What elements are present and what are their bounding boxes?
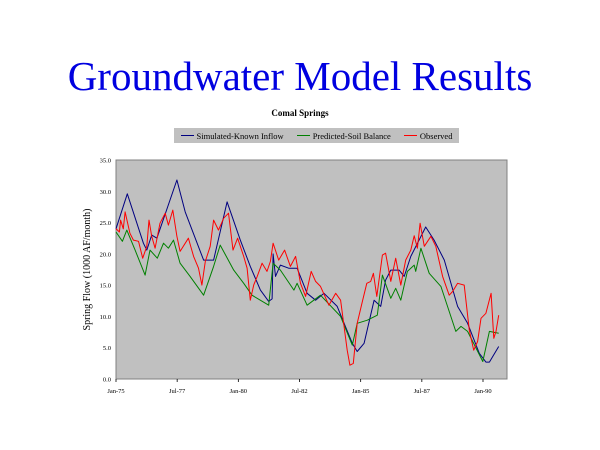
legend-label: Predicted-Soil Balance (312, 130, 391, 141)
y-tick-label: 10.0 (100, 314, 111, 321)
legend-swatch (296, 134, 310, 137)
series-line-observed (115, 209, 500, 366)
x-tick-label: Jan-75 (107, 388, 124, 395)
series-line-simulated-known-inflow (115, 179, 500, 363)
chart-legend: Simulated-Known Inflow Predicted-Soil Ba… (174, 128, 459, 143)
x-tick-label: Jul-82 (291, 388, 307, 395)
plot-area (115, 159, 508, 380)
legend-item-predicted: Predicted-Soil Balance (296, 130, 391, 141)
legend-item-observed: Observed (403, 130, 453, 141)
legend-swatch (403, 134, 417, 137)
series-line-predicted-soil-balance (115, 229, 499, 362)
slide-title: Groundwater Model Results (67, 53, 533, 99)
y-axis-label: Spring Flow (1000 AF/month) (82, 209, 93, 331)
x-tick-label: Jul-87 (414, 388, 431, 395)
y-tick-label: 5.0 (103, 345, 111, 352)
x-tick-label: Jul-77 (169, 388, 186, 395)
legend-item-simulated: Simulated-Known Inflow (180, 130, 284, 141)
y-tick-label: 20.0 (100, 251, 111, 258)
legend-label: Simulated-Known Inflow (196, 130, 284, 141)
y-tick-label: 0.0 (103, 377, 111, 384)
y-tick-label: 15.0 (100, 283, 111, 290)
y-tick-label: 25.0 (100, 220, 111, 227)
legend-label: Observed (419, 130, 453, 141)
x-tick-label: Jan-90 (474, 388, 491, 395)
x-tick-label: Jan-85 (352, 388, 369, 395)
y-tick-label: 30.0 (100, 189, 111, 196)
y-tick-label: 35.0 (100, 158, 111, 165)
chart-title: Comal Springs (271, 108, 329, 118)
legend-swatch (180, 134, 194, 137)
x-tick-label: Jan-80 (230, 388, 247, 395)
